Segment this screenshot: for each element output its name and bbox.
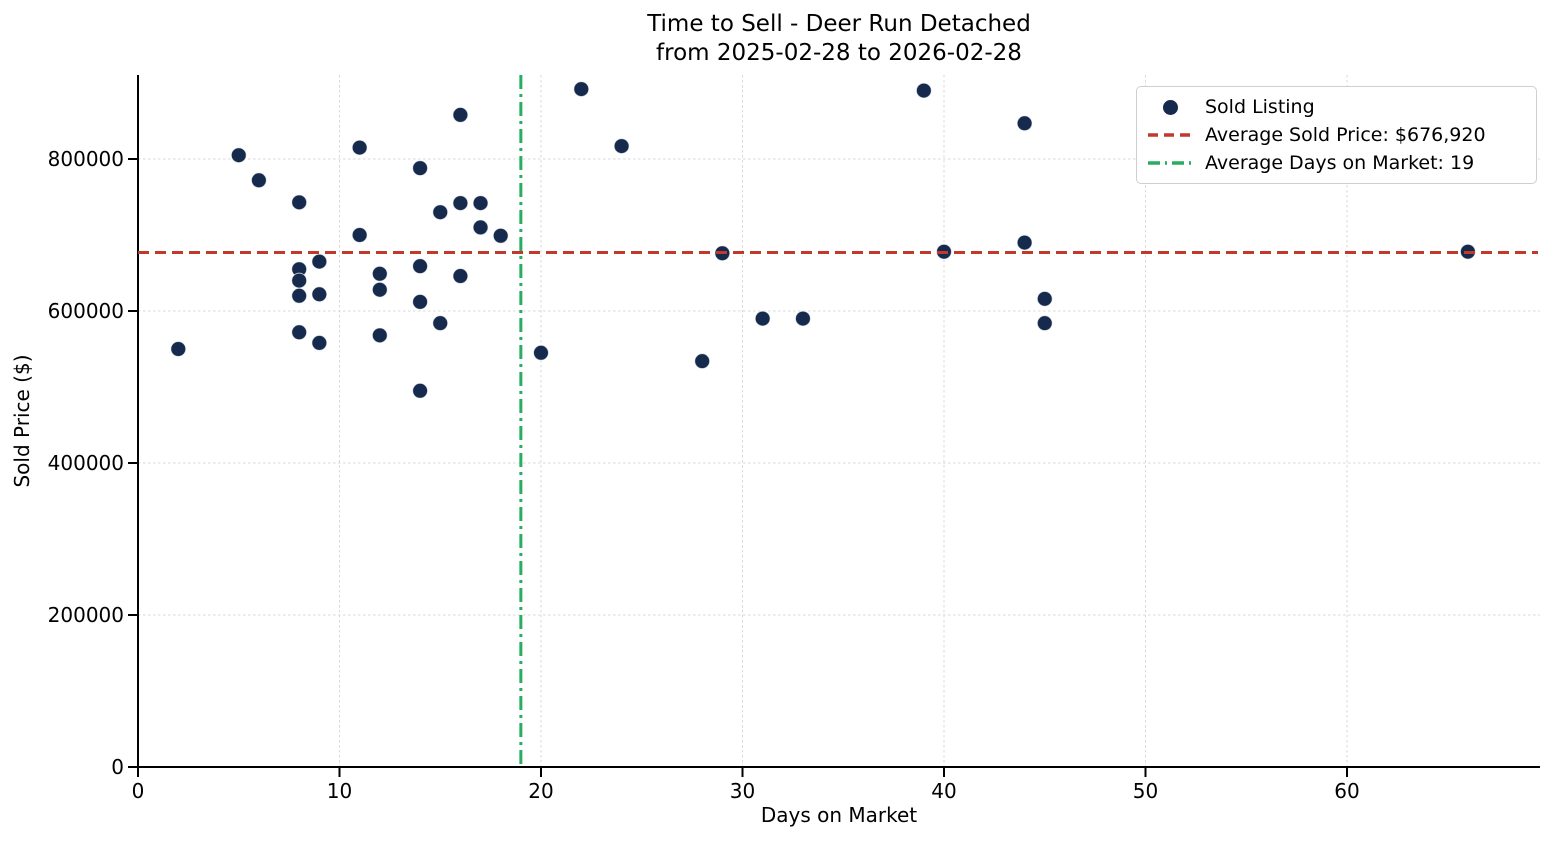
data-point (472, 195, 489, 212)
chart-title-line1: Time to Sell - Deer Run Detached (647, 11, 1031, 37)
data-point (452, 268, 469, 285)
y-tick-label: 200000 (48, 603, 124, 627)
data-point (452, 106, 469, 123)
data-point (694, 353, 711, 370)
data-point (573, 81, 590, 98)
x-tick-label: 10 (327, 779, 352, 803)
data-point (371, 327, 388, 344)
data-point (351, 227, 368, 243)
data-point (1036, 315, 1053, 332)
data-point (432, 315, 449, 332)
data-point (311, 253, 328, 270)
data-point (492, 227, 509, 244)
x-tick-label: 0 (132, 779, 145, 803)
data-point (170, 341, 187, 357)
legend-label: Average Sold Price: $676,920 (1205, 124, 1486, 146)
y-axis-label: Sold Price ($) (10, 354, 34, 488)
data-point (230, 147, 247, 164)
legend-item-average-days-on-market: Average Days on Market: 19 (1147, 149, 1526, 177)
data-point (452, 195, 469, 212)
data-point (915, 82, 932, 99)
data-point (311, 334, 328, 351)
y-tick-label: 400000 (48, 451, 124, 475)
data-point (754, 310, 771, 327)
data-point (371, 281, 388, 298)
data-point (291, 287, 308, 304)
x-tick-label: 60 (1334, 779, 1359, 803)
data-point (432, 204, 449, 221)
legend-item-average-sold-price: Average Sold Price: $676,920 (1147, 121, 1526, 149)
x-axis-label: Days on Market (760, 803, 918, 827)
data-point (291, 194, 308, 211)
data-point (250, 172, 267, 189)
data-point (371, 265, 388, 282)
data-point (1016, 115, 1033, 132)
dashed-line-icon (1147, 132, 1193, 138)
legend-label: Sold Listing (1205, 96, 1315, 118)
x-tick-label: 40 (931, 779, 956, 803)
x-tick-label: 50 (1133, 779, 1158, 803)
x-tick-label: 20 (528, 779, 553, 803)
legend: Sold Listing Average Sold Price: $676,92… (1136, 86, 1537, 184)
data-point (412, 258, 429, 275)
data-point (794, 310, 811, 327)
legend-item-sold-listing: Sold Listing (1147, 93, 1526, 121)
data-point (1036, 290, 1053, 307)
data-point (291, 272, 308, 289)
data-point (472, 219, 489, 236)
data-point (533, 344, 549, 361)
data-point (291, 324, 308, 341)
data-point (412, 293, 429, 310)
y-tick-label: 0 (111, 755, 124, 779)
data-point (1016, 234, 1033, 251)
y-tick-label: 600000 (48, 299, 124, 323)
data-point (613, 138, 630, 155)
x-tick-label: 30 (730, 779, 755, 803)
data-point (412, 382, 429, 399)
chart-title: Time to Sell - Deer Run Detached from 20… (138, 10, 1540, 68)
scatter-dot-icon (1147, 99, 1193, 115)
data-point (412, 160, 429, 177)
dashdot-line-icon (1147, 160, 1193, 166)
chart-title-line2: from 2025-02-28 to 2026-02-28 (656, 40, 1022, 66)
data-point (351, 139, 368, 156)
y-tick-label: 800000 (48, 147, 124, 171)
legend-label: Average Days on Market: 19 (1205, 152, 1475, 174)
data-point (311, 286, 328, 303)
